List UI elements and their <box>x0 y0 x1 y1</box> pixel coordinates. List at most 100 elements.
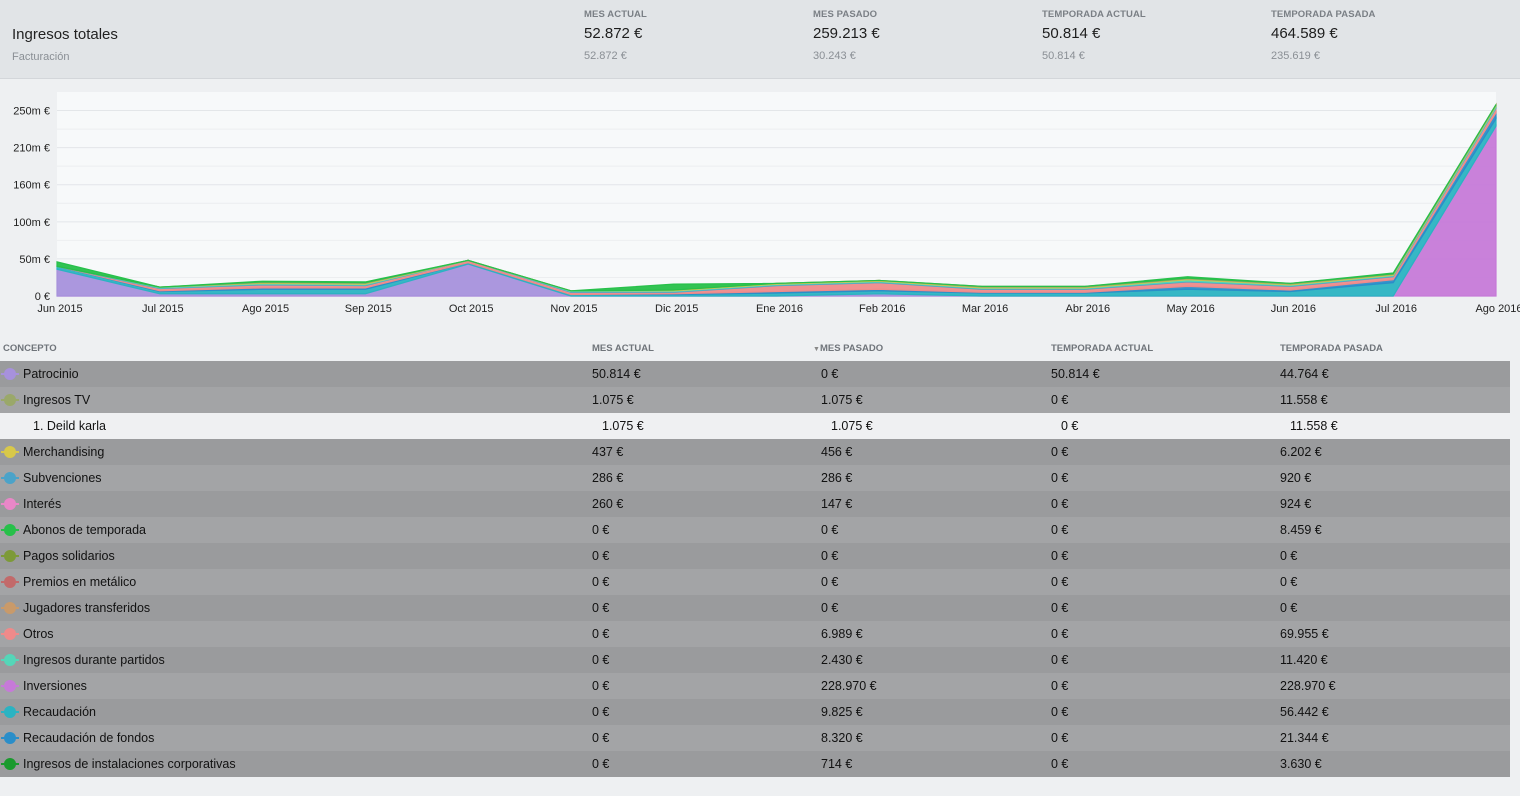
current-season-cell: 0 € <box>1051 731 1069 745</box>
current-season-cell: 0 € <box>1051 627 1069 641</box>
column-header-current-month[interactable]: MES ACTUAL <box>592 343 654 354</box>
stat-label: MES PASADO <box>813 9 878 20</box>
table-row[interactable]: Ingresos TV 1.075 € 1.075 € 0 € 11.558 € <box>0 387 1510 413</box>
y-tick-label: 0 € <box>35 291 50 303</box>
x-tick-label: Jul 2015 <box>142 303 184 315</box>
series-color-icon <box>1 472 19 484</box>
last-month-cell: 228.970 € <box>821 679 877 693</box>
stat-label: MES ACTUAL <box>584 9 647 20</box>
series-color-icon <box>1 602 19 614</box>
last-season-cell: 0 € <box>1280 601 1298 615</box>
last-month-cell: 6.989 € <box>821 627 863 641</box>
concept-cell: Abonos de temporada <box>23 523 147 537</box>
summary-header: Ingresos totales Facturación MES ACTUAL … <box>0 0 1520 79</box>
concept-cell: Patrocinio <box>23 367 79 381</box>
x-tick-label: Abr 2016 <box>1066 303 1111 315</box>
x-tick-label: Mar 2016 <box>962 303 1008 315</box>
sort-desc-icon: ▼ <box>813 346 820 353</box>
stat-value: 259.213 € <box>813 25 880 42</box>
table-row[interactable]: Pagos solidarios 0 € 0 € 0 € 0 € <box>0 543 1510 569</box>
concept-cell: Merchandising <box>23 445 105 459</box>
current-season-cell: 50.814 € <box>1051 367 1100 381</box>
table-row[interactable]: Inversiones 0 € 228.970 € 0 € 228.970 € <box>0 673 1510 699</box>
last-month-cell: 456 € <box>821 445 853 459</box>
current-month-cell: 0 € <box>592 705 610 719</box>
table-row[interactable]: Merchandising 437 € 456 € 0 € 6.202 € <box>0 439 1510 465</box>
last-season-cell: 11.558 € <box>1280 393 1328 407</box>
table-row[interactable]: Premios en metálico 0 € 0 € 0 € 0 € <box>0 569 1510 595</box>
concept-cell: Interés <box>23 497 62 511</box>
series-color-icon <box>1 706 19 718</box>
table-row[interactable]: Patrocinio 50.814 € 0 € 50.814 € 44.764 € <box>0 361 1510 387</box>
column-header-concept[interactable]: CONCEPTO <box>3 343 57 354</box>
current-month-cell: 1.075 € <box>602 419 644 433</box>
income-chart[interactable]: 0 € 50m € 100m € 160m € 210m € 250m € Jun 2015… <box>0 79 1520 329</box>
series-color-icon <box>1 680 19 692</box>
plot-area <box>57 92 1496 296</box>
series-color-icon <box>1 446 19 458</box>
series-color-icon <box>1 654 19 666</box>
table-row[interactable]: Recaudación 0 € 9.825 € 0 € 56.442 € <box>0 699 1510 725</box>
current-month-cell: 50.814 € <box>592 367 641 381</box>
concept-cell: 1. Deild karla <box>33 419 106 433</box>
y-tick-label: 210m € <box>13 143 50 155</box>
current-season-cell: 0 € <box>1051 445 1069 459</box>
income-table-body: Patrocinio 50.814 € 0 € 50.814 € 44.764 € Ing… <box>0 361 1510 777</box>
stacked-area-chart[interactable]: 0 € 50m € 100m € 160m € 210m € 250m € Jun 2015… <box>0 79 1520 329</box>
current-season-cell: 0 € <box>1051 497 1069 511</box>
table-row[interactable]: Subvenciones 286 € 286 € 0 € 920 € <box>0 465 1510 491</box>
x-tick-label: Jun 2015 <box>37 303 82 315</box>
x-tick-label: Sep 2015 <box>345 303 392 315</box>
column-header-current-season[interactable]: TEMPORADA ACTUAL <box>1051 343 1154 354</box>
last-month-cell: 1.075 € <box>831 419 873 433</box>
table-row[interactable]: Recaudación de fondos 0 € 8.320 € 0 € 21.344… <box>0 725 1510 751</box>
last-season-cell: 69.955 € <box>1280 627 1329 641</box>
stat-subvalue: 52.872 € <box>584 50 627 62</box>
area-series-abonos-de-temporada <box>56 104 1497 292</box>
last-season-cell: 56.442 € <box>1280 705 1329 719</box>
concept-cell: Ingresos durante partidos <box>23 653 165 667</box>
current-month-cell: 0 € <box>592 679 610 693</box>
concept-cell: Pagos solidarios <box>23 549 115 563</box>
current-season-cell: 0 € <box>1051 757 1069 771</box>
x-tick-label: Ene 2016 <box>756 303 803 315</box>
stat-last-month: MES PASADO 259.213 € 30.243 € <box>813 9 1013 62</box>
last-season-cell: 21.344 € <box>1280 731 1329 745</box>
last-month-cell: 714 € <box>821 757 853 771</box>
table-row[interactable]: Ingresos de instalaciones corporativas 0 … <box>0 751 1510 777</box>
stat-current-season: TEMPORADA ACTUAL 50.814 € 50.814 € <box>1042 9 1242 62</box>
x-tick-label: Ago 2016 <box>1475 303 1520 315</box>
stat-subvalue: 235.619 € <box>1271 50 1320 62</box>
x-tick-label: Oct 2015 <box>449 303 494 315</box>
table-row[interactable]: Interés 260 € 147 € 0 € 924 € <box>0 491 1510 517</box>
last-month-cell: 147 € <box>821 497 853 511</box>
last-month-cell: 0 € <box>821 523 839 537</box>
current-month-cell: 286 € <box>592 471 624 485</box>
x-tick-label: Nov 2015 <box>550 303 597 315</box>
current-month-cell: 0 € <box>592 575 610 589</box>
series-color-icon <box>1 550 19 562</box>
column-header-label: MES PASADO <box>819 343 884 354</box>
column-header-last-season[interactable]: TEMPORADA PASADA <box>1280 343 1383 354</box>
table-row[interactable]: Jugadores transferidos 0 € 0 € 0 € 0 € <box>0 595 1510 621</box>
current-month-cell: 260 € <box>592 497 624 511</box>
column-header-last-month[interactable]: ▼MES PASADO <box>813 343 883 354</box>
stat-value: 464.589 € <box>1271 25 1338 42</box>
last-month-cell: 9.825 € <box>821 705 863 719</box>
table-row[interactable]: Otros 0 € 6.989 € 0 € 69.955 € <box>0 621 1510 647</box>
x-tick-label: Ago 2015 <box>242 303 289 315</box>
page-title: Ingresos totales <box>12 26 118 43</box>
table-row[interactable]: Ingresos durante partidos 0 € 2.430 € 0 € 11… <box>0 647 1510 673</box>
last-season-cell: 8.459 € <box>1280 523 1322 537</box>
stat-value: 50.814 € <box>1042 25 1101 42</box>
current-month-cell: 0 € <box>592 627 610 641</box>
current-season-cell: 0 € <box>1051 679 1069 693</box>
current-season-cell: 0 € <box>1061 419 1079 433</box>
current-season-cell: 0 € <box>1051 549 1069 563</box>
table-row[interactable]: Abonos de temporada 0 € 0 € 0 € 8.459 € <box>0 517 1510 543</box>
series-color-icon <box>1 394 19 406</box>
series-color-icon <box>1 732 19 744</box>
last-season-cell: 920 € <box>1280 471 1312 485</box>
last-month-cell: 1.075 € <box>821 393 863 407</box>
table-subrow[interactable]: 1. Deild karla 1.075 € 1.075 € 0 € 11.558 € <box>0 413 1510 439</box>
